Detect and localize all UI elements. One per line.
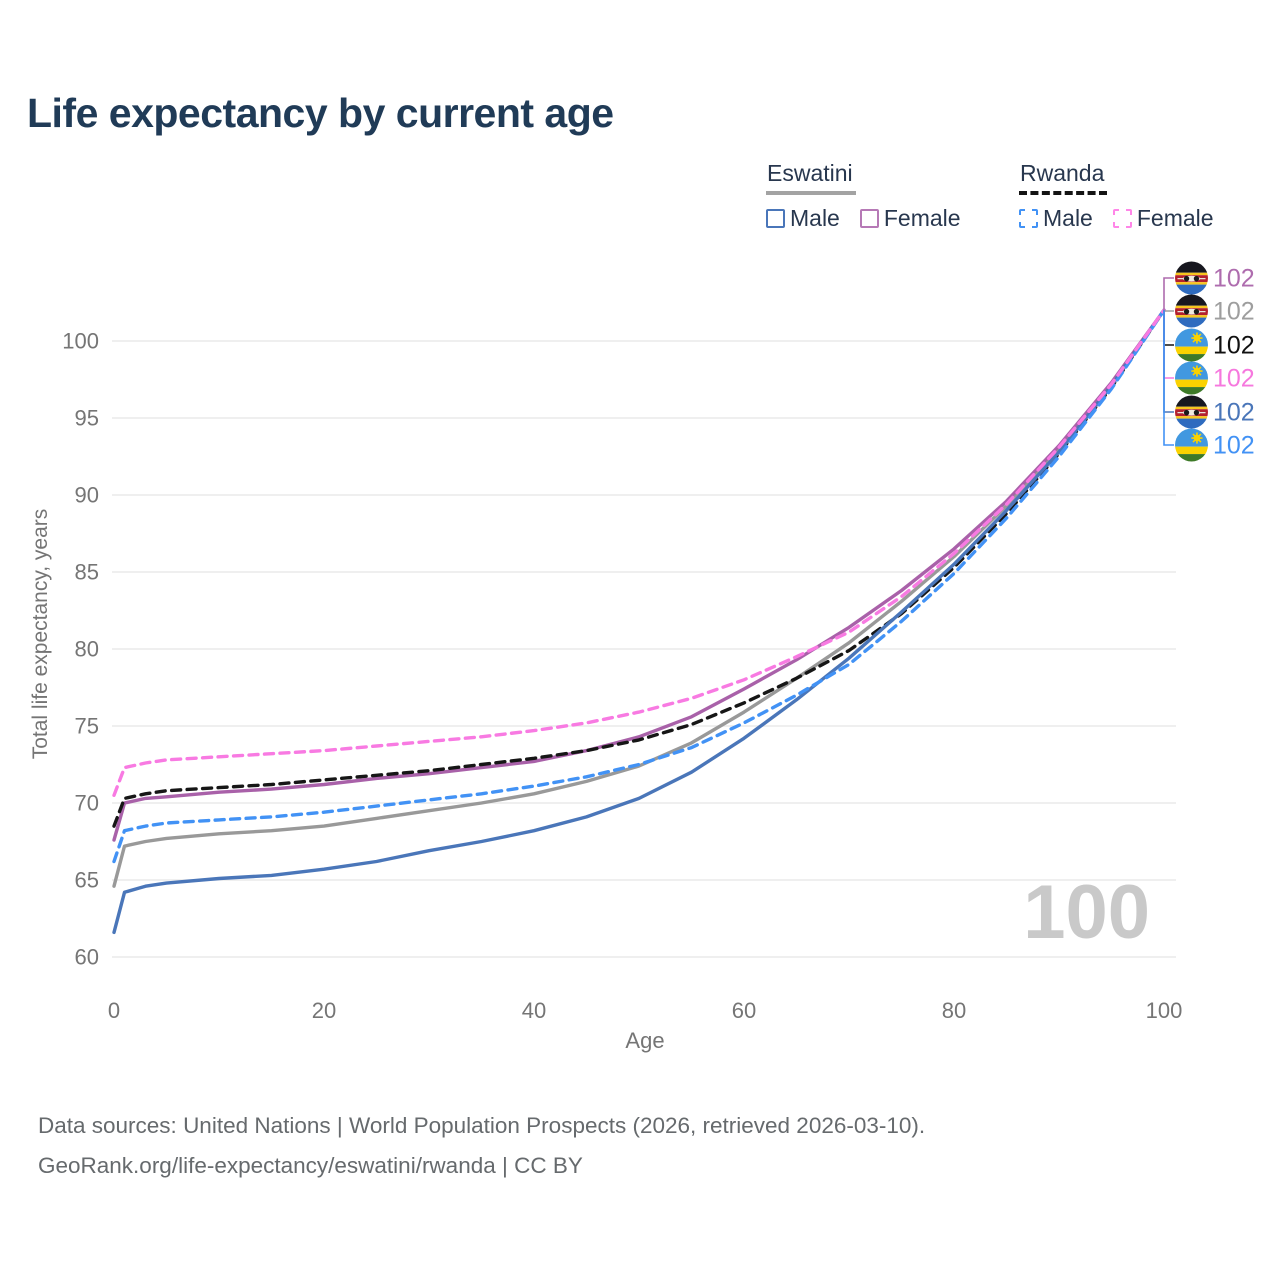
- y-tick-label: 90: [75, 483, 99, 508]
- age-watermark: 100: [1023, 870, 1150, 955]
- y-tick-label: 60: [75, 945, 99, 970]
- end-labels: 102 102 102 102 102 102: [1163, 261, 1255, 462]
- leader-line: [1163, 310, 1174, 413]
- end-value-label: 102: [1213, 298, 1255, 326]
- x-tick-label: 20: [312, 998, 336, 1023]
- series-line-rwanda-male[interactable]: [112, 308, 1166, 864]
- y-tick-label: 75: [75, 714, 99, 739]
- series-line-eswatini-female[interactable]: [112, 308, 1166, 842]
- x-tick-label: 100: [1146, 998, 1183, 1023]
- legend-item-eswatini-male[interactable]: Male: [766, 205, 840, 232]
- end-label-rwanda-male: 102: [1163, 310, 1255, 462]
- chart-footer: Data sources: United Nations | World Pop…: [38, 1106, 925, 1186]
- series-line-eswatini-male[interactable]: [112, 308, 1166, 935]
- leader-line: [1163, 310, 1174, 346]
- legend-items-eswatini: Male Female: [766, 205, 961, 232]
- legend-header-rwanda[interactable]: Rwanda: [1019, 160, 1108, 195]
- legend-item-label: Male: [1043, 205, 1093, 231]
- end-value-label: 102: [1213, 365, 1255, 393]
- legend-item-rwanda-female[interactable]: Female: [1112, 205, 1214, 232]
- source-url-text: GeoRank.org/life-expectancy/eswatini/rwa…: [38, 1153, 583, 1178]
- legend-header-eswatini[interactable]: Eswatini: [766, 160, 856, 195]
- end-label-rwanda-total: 102: [1163, 310, 1255, 362]
- y-tick-label: 65: [75, 868, 99, 893]
- leader-line: [1163, 310, 1174, 446]
- eswatini-flag-icon: [1175, 261, 1208, 295]
- page-title: Life expectancy by current age: [27, 90, 614, 136]
- y-axis-title: Total life expectancy, years: [29, 509, 52, 760]
- series-line-rwanda-female[interactable]: [112, 308, 1166, 797]
- eswatini-female-swatch-icon: [859, 209, 879, 228]
- eswatini-flag-icon: [1175, 395, 1208, 429]
- x-tick-label: 40: [522, 998, 546, 1023]
- rwanda-female-swatch-icon: [1112, 209, 1132, 228]
- y-tick-label: 100: [62, 329, 99, 354]
- end-label-eswatini-female: 102: [1163, 261, 1255, 311]
- legend-item-label: Male: [790, 205, 840, 231]
- end-label-eswatini-total: 102: [1163, 294, 1255, 328]
- data-sources-text: Data sources: United Nations | World Pop…: [38, 1113, 926, 1138]
- rwanda-flag-icon: [1175, 428, 1208, 462]
- x-axis-title: Age: [625, 1028, 664, 1053]
- leader-line: [1163, 310, 1174, 379]
- y-tick-label: 80: [75, 637, 99, 662]
- end-value-label: 102: [1213, 265, 1255, 293]
- rwanda-flag-icon: [1175, 361, 1208, 395]
- rwanda-flag-icon: [1175, 328, 1208, 362]
- eswatini-flag-icon: [1175, 294, 1208, 328]
- legend-group-eswatini: Eswatini Male Female: [766, 160, 961, 232]
- series-line-rwanda-total[interactable]: [112, 308, 1166, 828]
- legend-item-label: Female: [1136, 205, 1214, 231]
- x-tick-label: 80: [942, 998, 966, 1023]
- leader-line: [1163, 310, 1174, 312]
- y-tick-label: 70: [75, 791, 99, 816]
- eswatini-male-swatch-icon: [766, 209, 785, 228]
- legend-item-label: Female: [883, 205, 961, 231]
- leader-line: [1163, 277, 1174, 311]
- end-value-label: 102: [1213, 332, 1255, 360]
- y-tick-label: 85: [75, 560, 99, 585]
- x-tick-label: 60: [732, 998, 756, 1023]
- x-tick-labels: 0 20 40 60 80 100: [108, 998, 1182, 1023]
- y-gridlines: [112, 340, 1176, 958]
- y-tick-labels: 60 65 70 75 80 85 90 95 100: [62, 329, 99, 970]
- series-lines: [112, 308, 1166, 935]
- rwanda-male-swatch-icon: [1019, 209, 1038, 228]
- legend-group-rwanda: Rwanda Male Female: [1019, 160, 1214, 232]
- series-line-eswatini-total[interactable]: [112, 308, 1166, 888]
- end-value-label: 102: [1213, 432, 1255, 460]
- legend-item-eswatini-female[interactable]: Female: [859, 205, 961, 232]
- end-value-label: 102: [1213, 399, 1255, 427]
- y-tick-label: 95: [75, 406, 99, 431]
- x-tick-label: 0: [108, 998, 120, 1023]
- legend-item-rwanda-male[interactable]: Male: [1019, 205, 1093, 232]
- end-label-eswatini-male: 102: [1163, 310, 1255, 429]
- legend-items-rwanda: Male Female: [1019, 205, 1214, 232]
